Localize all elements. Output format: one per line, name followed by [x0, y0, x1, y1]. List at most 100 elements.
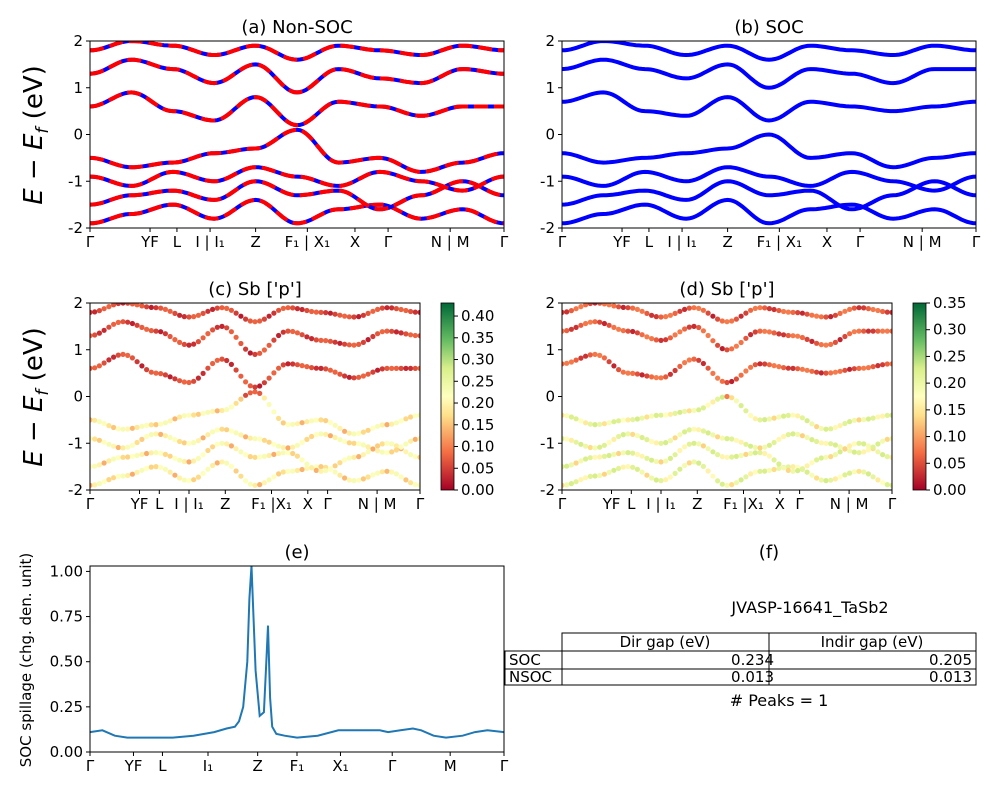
projection-point — [743, 451, 749, 457]
projection-point — [861, 417, 867, 423]
projection-point — [90, 436, 93, 442]
projection-point — [719, 318, 725, 324]
projection-point — [667, 474, 674, 480]
projection-point — [389, 449, 395, 455]
projection-point — [238, 313, 244, 319]
projection-point — [351, 375, 357, 381]
projection-point — [705, 310, 711, 316]
projection-point — [700, 463, 707, 469]
projection-point — [101, 327, 107, 333]
projection-point — [578, 477, 584, 483]
projection-point — [247, 481, 253, 487]
projection-point — [177, 457, 183, 463]
band-line-soc — [562, 165, 976, 193]
projection-point — [139, 436, 145, 442]
projection-point — [408, 438, 414, 444]
peaks-count: # Peaks = 1 — [730, 691, 829, 710]
projection-point — [691, 305, 697, 311]
projection-point — [271, 370, 277, 376]
projection-point — [752, 444, 758, 451]
projection-point — [870, 306, 876, 313]
projection-point — [601, 303, 607, 307]
projection-point — [393, 447, 399, 453]
projection-point — [667, 411, 674, 417]
projection-point — [106, 304, 112, 310]
projection-point — [252, 436, 258, 442]
projection-point — [606, 439, 612, 446]
projection-point — [832, 452, 839, 458]
projection-point — [384, 468, 390, 474]
projection-point — [790, 333, 796, 339]
projection-point — [700, 360, 707, 367]
projection-point — [294, 442, 300, 448]
projection-point — [837, 474, 843, 480]
projection-point — [564, 309, 570, 315]
projection-point — [644, 472, 650, 478]
projection-point — [379, 305, 385, 311]
gap-table: Dir gap (eV) Indir gap (eV) SOC 0.234 0.… — [504, 632, 977, 686]
y-tick-label: -2 — [540, 219, 555, 237]
projection-point — [851, 417, 857, 423]
projection-point — [412, 436, 418, 442]
projection-point — [597, 303, 603, 306]
projection-point — [804, 469, 810, 475]
projection-point — [705, 365, 711, 371]
projection-point — [601, 355, 608, 361]
projection-point — [616, 367, 622, 373]
y-tick-label: 0.00 — [50, 743, 83, 761]
colorbar-tick-label: 0.05 — [461, 459, 494, 477]
projection-point — [847, 470, 853, 476]
projection-point — [743, 408, 749, 414]
panel-a-frame — [89, 40, 505, 229]
projection-point — [412, 454, 418, 460]
projection-point — [144, 367, 150, 373]
panel-e-ylabel: SOC spillage (chg. den. unit) — [17, 553, 35, 768]
projection-point — [592, 351, 598, 357]
projection-point — [129, 442, 135, 448]
projection-point — [757, 361, 763, 367]
projection-point — [408, 365, 414, 371]
projection-point — [290, 305, 296, 311]
projection-point — [243, 346, 249, 352]
projection-point — [630, 464, 636, 470]
projection-point — [634, 433, 641, 439]
band-line-nsoc — [90, 197, 504, 226]
projection-point — [224, 441, 230, 447]
projection-point — [856, 450, 862, 456]
y-tick-label: -1 — [68, 172, 83, 190]
projection-point — [649, 438, 655, 445]
projection-point — [365, 371, 371, 377]
projection-point — [228, 361, 234, 367]
projection-point — [191, 458, 197, 464]
projection-point — [101, 360, 107, 366]
projection-point — [162, 433, 168, 439]
projection-point — [101, 439, 107, 445]
projection-point — [233, 334, 239, 340]
projection-point — [587, 319, 593, 325]
projection-point — [360, 429, 366, 435]
x-tick-label: YF — [140, 233, 159, 251]
panel-b-y-ticks: -2 -1 0 1 2 — [540, 32, 562, 237]
projection-point — [106, 441, 112, 447]
projection-point — [134, 303, 140, 308]
projection-point — [106, 357, 112, 363]
x-tick-label: Γ — [500, 757, 509, 775]
projection-point — [748, 332, 754, 338]
projection-point — [573, 416, 579, 422]
projection-point — [809, 421, 815, 427]
projection-point — [757, 417, 763, 423]
projection-point — [271, 409, 277, 415]
projection-point — [785, 309, 791, 315]
projection-point — [884, 309, 890, 315]
projection-point — [865, 328, 872, 334]
projection-point — [111, 424, 117, 431]
projection-point — [101, 306, 107, 312]
projection-point — [649, 312, 655, 318]
projection-point — [177, 339, 183, 345]
projection-point — [191, 412, 197, 418]
projection-point — [327, 419, 333, 426]
projection-point — [356, 454, 362, 460]
projection-point — [125, 426, 131, 432]
projection-point — [299, 457, 305, 463]
projection-point — [686, 460, 692, 466]
